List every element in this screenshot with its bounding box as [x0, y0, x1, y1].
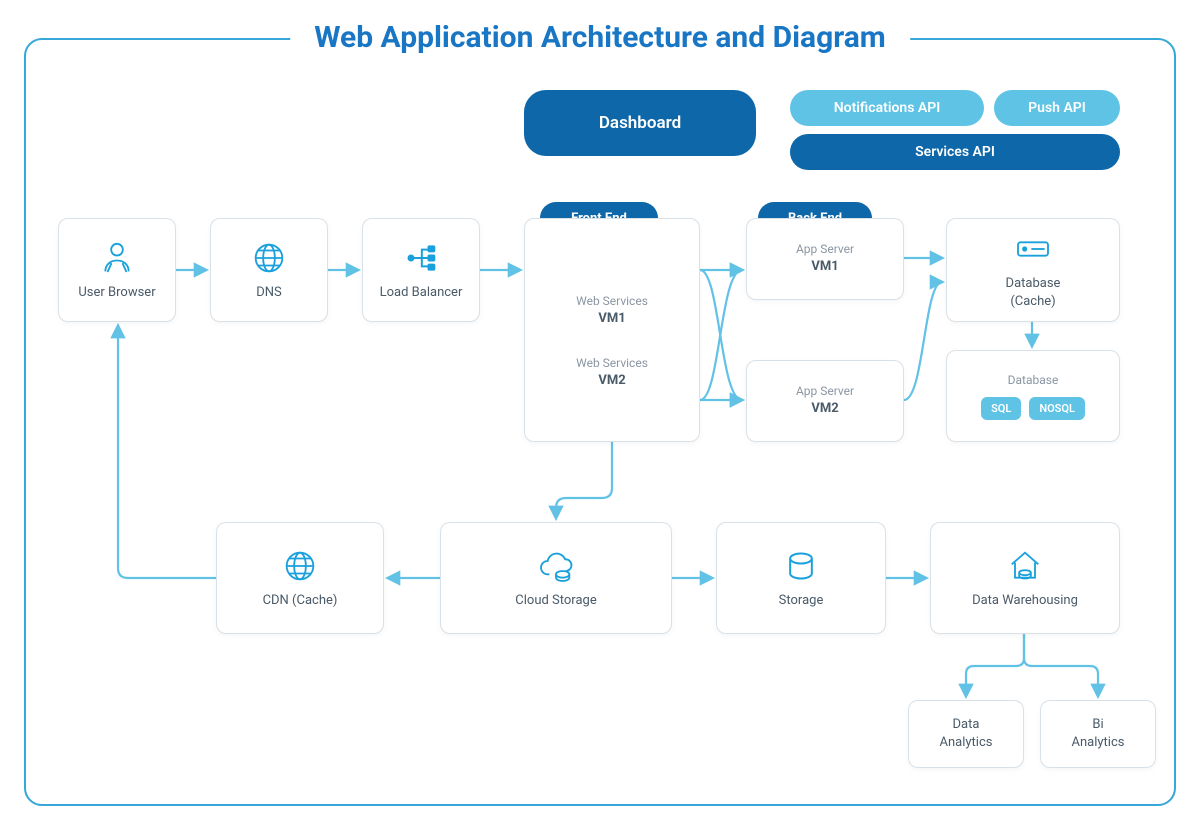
- frontend-sub-0: Web Services: [576, 294, 648, 308]
- db-label: Database: [1008, 373, 1059, 387]
- pill-services: Services API: [790, 134, 1120, 170]
- box-app1-sub: App Server: [796, 242, 854, 256]
- cloud-icon: [536, 546, 576, 586]
- box-app1: App Server VM1: [746, 218, 904, 300]
- server-icon: [1013, 229, 1053, 269]
- chip-nosql: NOSQL: [1029, 397, 1085, 420]
- pill-notifications: Notifications API: [790, 90, 984, 126]
- box-bi-label: BiAnalytics: [1072, 716, 1125, 751]
- box-lb-label: Load Balancer: [380, 284, 463, 302]
- chip-sql: SQL: [981, 397, 1021, 420]
- frontend-sub-1: Web Services: [576, 356, 648, 370]
- box-db: Database SQL NOSQL: [946, 350, 1120, 442]
- box-dbcache-label: Database(Cache): [1006, 275, 1061, 310]
- box-storage-label: Storage: [779, 592, 824, 610]
- house-icon: [1005, 546, 1045, 586]
- box-cdn: CDN (Cache): [216, 522, 384, 634]
- disk-icon: [781, 546, 821, 586]
- box-da: DataAnalytics: [908, 700, 1024, 768]
- pill-push: Push API: [994, 90, 1120, 126]
- box-cloud-label: Cloud Storage: [515, 592, 596, 610]
- box-dw-label: Data Warehousing: [972, 592, 1078, 610]
- box-da-label: DataAnalytics: [940, 716, 993, 751]
- diagram-title: Web Application Architecture and Diagram: [290, 20, 910, 55]
- box-dns: DNS: [210, 218, 328, 322]
- box-dw: Data Warehousing: [930, 522, 1120, 634]
- pill-dashboard: Dashboard: [524, 90, 756, 156]
- box-dns-label: DNS: [256, 284, 282, 302]
- box-app2: App Server VM2: [746, 360, 904, 442]
- box-app1-strong: VM1: [811, 258, 838, 276]
- box-user: User Browser: [58, 218, 176, 322]
- globe-icon: [280, 546, 320, 586]
- frontend-vm-0: VM1: [576, 310, 648, 328]
- box-cdn-label: CDN (Cache): [263, 592, 338, 610]
- frontend-vm-1: VM2: [576, 372, 648, 390]
- user-icon: [97, 238, 137, 278]
- box-bi: BiAnalytics: [1040, 700, 1156, 768]
- box-frontend: Web Services VM1 Web Services VM2: [524, 218, 700, 442]
- box-app2-strong: VM2: [811, 400, 838, 418]
- box-user-label: User Browser: [78, 284, 155, 302]
- box-storage: Storage: [716, 522, 886, 634]
- box-lb: Load Balancer: [362, 218, 480, 322]
- box-dbcache: Database(Cache): [946, 218, 1120, 322]
- globe-icon: [249, 238, 289, 278]
- box-cloud: Cloud Storage: [440, 522, 672, 634]
- box-app2-sub: App Server: [796, 384, 854, 398]
- lb-icon: [401, 238, 441, 278]
